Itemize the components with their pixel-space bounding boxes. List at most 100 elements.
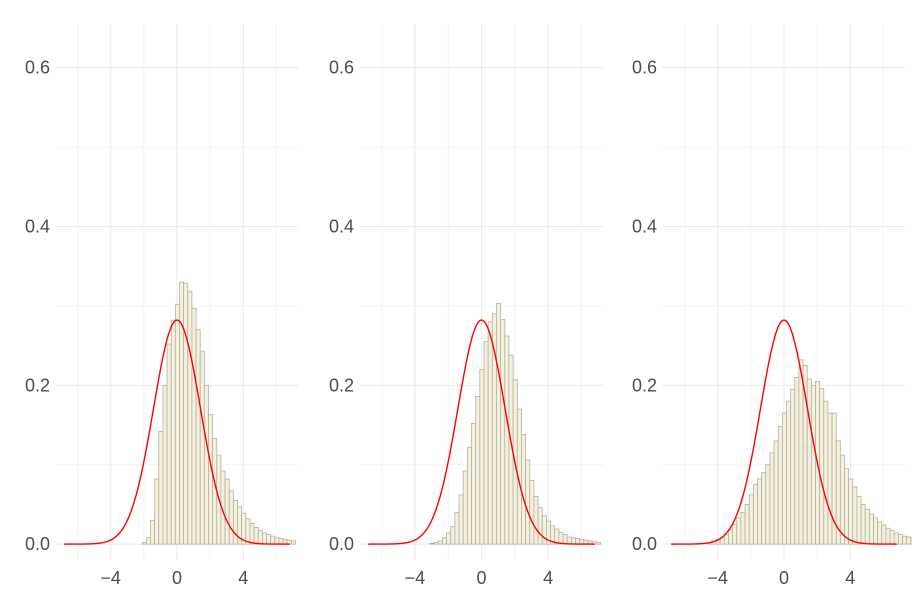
- histogram-bar: [199, 350, 205, 545]
- histogram-bar: [868, 513, 874, 545]
- histogram-bar: [500, 318, 506, 545]
- histogram-bar: [290, 540, 296, 545]
- histogram-bar: [261, 532, 267, 545]
- histogram-bar: [154, 478, 160, 545]
- histogram-bar: [889, 530, 895, 545]
- x-tick-label: 0: [172, 568, 182, 588]
- y-tick-label: 0.6: [25, 58, 50, 78]
- histogram-bar: [794, 376, 800, 545]
- histogram-bar: [732, 523, 738, 545]
- histogram-bar: [566, 536, 572, 545]
- y-tick-label: 0.0: [329, 534, 354, 554]
- density-curve: [64, 319, 290, 545]
- histogram-bar: [429, 542, 435, 545]
- histogram-bar: [278, 538, 284, 545]
- histogram-bar: [562, 534, 568, 545]
- histogram-bar: [852, 486, 858, 545]
- histogram-bar: [162, 384, 168, 545]
- histogram-bar: [529, 480, 535, 545]
- y-tick-label: 0.4: [25, 216, 50, 236]
- histogram-bar: [740, 511, 746, 545]
- histogram-bar: [752, 484, 758, 545]
- histogram-bar: [521, 434, 527, 545]
- x-tick-label: −4: [707, 568, 728, 588]
- y-tick-label: 0.2: [632, 375, 657, 395]
- histogram-bar: [827, 412, 833, 545]
- histogram-bar: [533, 496, 539, 545]
- histogram-bar: [266, 534, 272, 545]
- histogram-bar: [777, 426, 783, 545]
- histogram-bar: [496, 303, 502, 545]
- histogram-bar: [195, 329, 201, 545]
- histogram-bar: [781, 412, 787, 545]
- histogram-bar: [450, 526, 456, 545]
- histogram-bar: [844, 468, 850, 545]
- histogram-bar: [860, 504, 866, 545]
- histogram-bar: [748, 494, 754, 545]
- histogram-bar: [150, 519, 156, 545]
- histogram-bar: [823, 400, 829, 545]
- histogram-bar: [232, 500, 238, 545]
- density-curve: [671, 319, 897, 545]
- histogram-bar: [910, 537, 912, 545]
- histogram-bar: [769, 452, 775, 545]
- histogram-bar: [446, 532, 452, 545]
- histogram-bar: [570, 537, 576, 545]
- histogram-bar: [806, 378, 812, 545]
- x-tick-label: 4: [238, 568, 248, 588]
- histogram-bar: [245, 518, 251, 545]
- histogram-bar: [462, 470, 468, 545]
- histogram-bar: [893, 532, 899, 545]
- x-tick-label: 4: [543, 568, 553, 588]
- histogram-bar: [270, 535, 276, 545]
- panel-1: 0.0 0.2 0.4 0.6 −4 0 4: [25, 24, 298, 588]
- histogram-bar: [864, 508, 870, 545]
- histogram-bar: [906, 536, 912, 545]
- histogram-bar: [441, 537, 447, 545]
- x-tick-label: 0: [476, 568, 486, 588]
- histogram-bar: [191, 307, 197, 545]
- histogram-bar: [757, 478, 763, 545]
- histogram-bar: [877, 521, 883, 545]
- histogram-bar: [282, 538, 288, 545]
- panel-3: 0.0 0.2 0.4 0.6 −4 0 4: [632, 24, 912, 588]
- histogram-bar: [487, 321, 493, 545]
- histogram-bar: [228, 490, 234, 545]
- histogram-bar: [761, 472, 767, 545]
- histogram-bar: [208, 414, 214, 545]
- histogram-bar: [145, 537, 151, 545]
- histogram-bar: [141, 542, 147, 545]
- histogram-bar: [848, 478, 854, 545]
- x-tick-label: 4: [845, 568, 855, 588]
- histogram-bar: [183, 283, 189, 545]
- histogram-bar: [723, 534, 729, 545]
- histogram-bar: [479, 369, 485, 545]
- histogram-bar: [541, 515, 547, 545]
- histogram-bar: [158, 430, 164, 545]
- y-tick-label: 0.0: [25, 534, 50, 554]
- y-tick-label: 0.2: [329, 375, 354, 395]
- histogram-bar: [458, 494, 464, 545]
- histogram-bar: [187, 291, 193, 545]
- histogram-bar: [773, 440, 779, 545]
- histogram-bar: [253, 527, 259, 545]
- histogram-bar: [897, 534, 903, 545]
- histogram-bar: [736, 517, 742, 545]
- histogram-bar: [454, 511, 460, 545]
- histogram-bar: [224, 478, 230, 545]
- histogram-bar: [902, 535, 908, 545]
- histogram-bar: [558, 531, 564, 545]
- histogram-bar: [437, 540, 443, 545]
- histogram-bar: [786, 400, 792, 545]
- y-tick-label: 0.4: [632, 216, 657, 236]
- histogram-bar: [174, 303, 180, 545]
- histogram-bar: [466, 446, 472, 545]
- y-tick-label: 0.0: [632, 534, 657, 554]
- histogram-bar: [170, 319, 176, 545]
- histogram-bar: [595, 542, 601, 545]
- histogram-bar: [885, 527, 891, 545]
- x-tick-label: −4: [405, 568, 426, 588]
- histogram-bar: [433, 542, 439, 545]
- histogram-bar: [483, 341, 489, 545]
